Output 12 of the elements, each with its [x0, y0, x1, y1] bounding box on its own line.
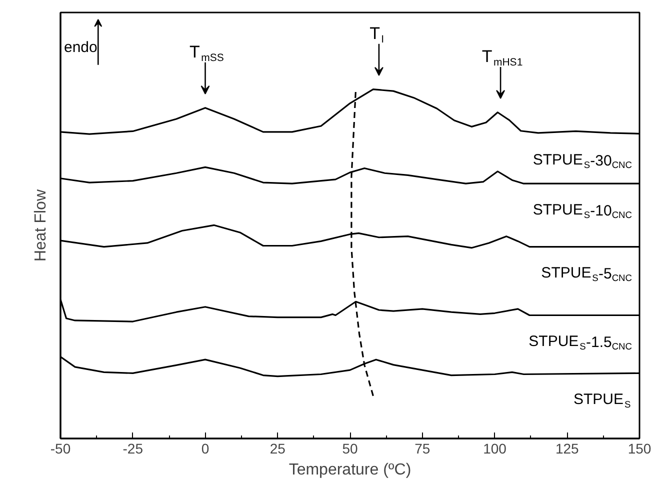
x-tick-label: -25 [122, 440, 144, 456]
x-tick-label: 0 [201, 440, 210, 456]
x-tick-label: 75 [414, 440, 430, 456]
x-tick-label: 100 [483, 440, 507, 456]
x-tick-label: 50 [342, 440, 358, 456]
x-tick-label: 150 [628, 440, 652, 456]
x-tick-label: -50 [50, 440, 71, 456]
y-axis-title: Heat Flow [32, 189, 50, 262]
x-tick-label: 25 [270, 440, 286, 456]
text: endo [64, 38, 98, 56]
x-axis-title: Temperature (ºC) [288, 462, 412, 478]
x-tick-label: 125 [555, 440, 580, 456]
